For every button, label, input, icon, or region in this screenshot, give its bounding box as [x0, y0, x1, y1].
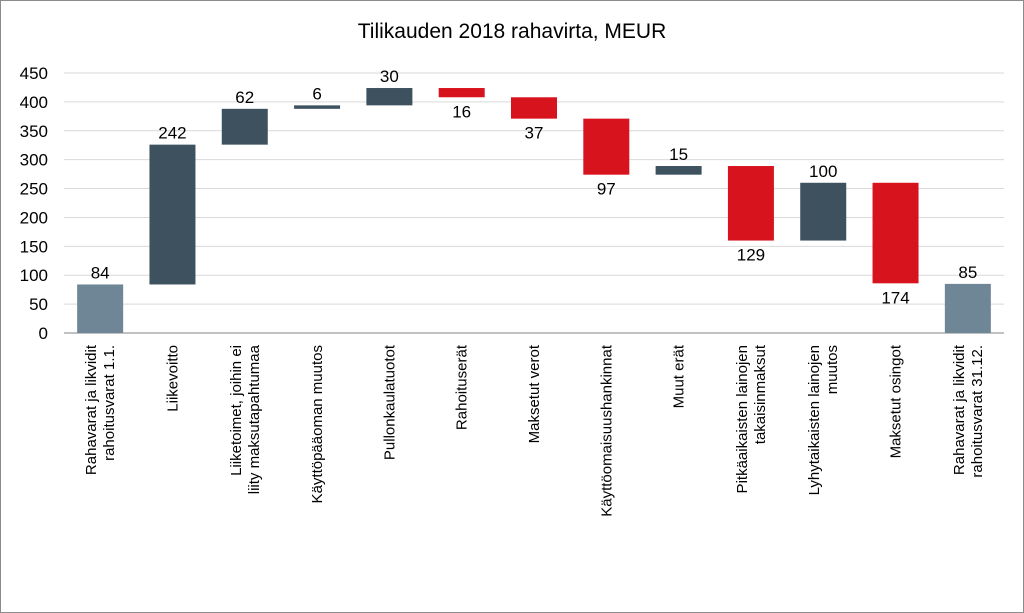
- decrease-bar: [583, 118, 630, 175]
- data-label: 16: [452, 102, 471, 121]
- x-tick-label: Liikevoitto: [164, 345, 181, 412]
- y-tick-label: 400: [20, 93, 48, 112]
- data-label: 100: [809, 162, 837, 181]
- decrease-bar: [438, 88, 485, 98]
- y-tick-label: 450: [20, 64, 48, 83]
- x-tick-label: Pullonkaulatuotot: [381, 344, 398, 460]
- x-tick-label-line: Rahavarat ja likvidit: [83, 344, 100, 475]
- increase-bar: [294, 105, 341, 109]
- data-label: 37: [525, 124, 544, 143]
- decrease-bar: [872, 182, 919, 284]
- x-tick-label: Maksetut osingot: [888, 344, 905, 458]
- x-tick-label-line: rahoitusvarat 1.1.: [101, 345, 118, 461]
- increase-bar: [366, 88, 413, 106]
- increase-bar: [149, 144, 196, 285]
- x-tick-label-line: Käyttöomaisuushankinnat: [598, 344, 615, 517]
- increase-bar: [800, 182, 847, 241]
- x-tick-label-line: takaisinmaksut: [752, 344, 769, 444]
- increase-bar: [655, 166, 702, 175]
- y-tick-label: 0: [39, 324, 48, 343]
- y-tick-label: 350: [20, 122, 48, 141]
- x-tick-label-line: Maksetut osingot: [888, 344, 905, 458]
- x-tick-label-line: muutos: [824, 345, 841, 394]
- x-tick-label: Pitkäaikaisten lainojen takaisinmaksut: [734, 344, 769, 493]
- x-tick-label-line: Maksetut verot: [526, 344, 543, 443]
- total-bar: [944, 283, 991, 333]
- x-tick-label: Käyttöpääoman muutos: [309, 345, 326, 503]
- x-tick-label: Maksetut verot: [526, 344, 543, 443]
- total-bar: [77, 284, 124, 333]
- x-tick-label: Käyttöomaisuushankinnat: [598, 344, 615, 517]
- y-tick-label: 250: [20, 180, 48, 199]
- x-tick-label: Lyhytaikaisten lainojen muutos: [806, 345, 841, 495]
- y-tick-label: 200: [20, 208, 48, 227]
- x-tick-label-line: Rahavarat ja likvidit: [951, 344, 968, 475]
- x-tick-label-line: Liikevoitto: [164, 345, 181, 412]
- x-tick-label-line: Käyttöpääoman muutos: [309, 345, 326, 503]
- y-tick-label: 150: [20, 237, 48, 256]
- x-tick-label: Liiketoimet, joihin ei liity maksutapahtu…: [228, 344, 263, 494]
- x-tick-label-line: Pullonkaulatuotot: [381, 344, 398, 460]
- x-tick-label-line: Pitkäaikaisten lainojen: [734, 345, 751, 493]
- data-label: 30: [380, 67, 399, 86]
- data-label: 84: [91, 263, 110, 282]
- x-tick-label: Muut erät: [671, 344, 688, 408]
- y-tick-label: 100: [20, 266, 48, 285]
- increase-bar: [221, 108, 268, 145]
- decrease-bar: [727, 166, 774, 241]
- y-tick-label: 50: [29, 295, 48, 314]
- data-label: 15: [669, 145, 688, 164]
- x-tick-label-line: rahoitusvarat 31.12.: [969, 345, 986, 478]
- y-tick-label: 300: [20, 151, 48, 170]
- x-tick-label: Rahavarat ja likvidit rahoitusvarat 1.1.: [83, 344, 118, 475]
- data-label: 174: [881, 288, 909, 307]
- chart-title: Tilikauden 2018 rahavirta, MEUR: [357, 20, 667, 43]
- x-tick-label-line: Lyhytaikaisten lainojen: [806, 345, 823, 495]
- data-label: 6: [312, 84, 321, 103]
- data-label: 242: [158, 124, 186, 143]
- x-tick-label: Rahavarat ja likvidit rahoitusvarat 31.12…: [951, 344, 986, 477]
- x-tick-label-line: liity maksutapahtumaa: [246, 344, 263, 494]
- data-label: 85: [958, 263, 977, 282]
- data-label: 62: [235, 88, 254, 107]
- data-label: 129: [737, 246, 765, 265]
- x-tick-label-line: Muut erät: [671, 344, 688, 408]
- data-label: 97: [597, 180, 616, 199]
- x-tick-label-line: Liiketoimet, joihin ei: [228, 345, 245, 476]
- decrease-bar: [511, 97, 557, 119]
- x-tick-label: Rahoituserät: [454, 344, 471, 430]
- x-tick-label-line: Rahoituserät: [454, 344, 471, 430]
